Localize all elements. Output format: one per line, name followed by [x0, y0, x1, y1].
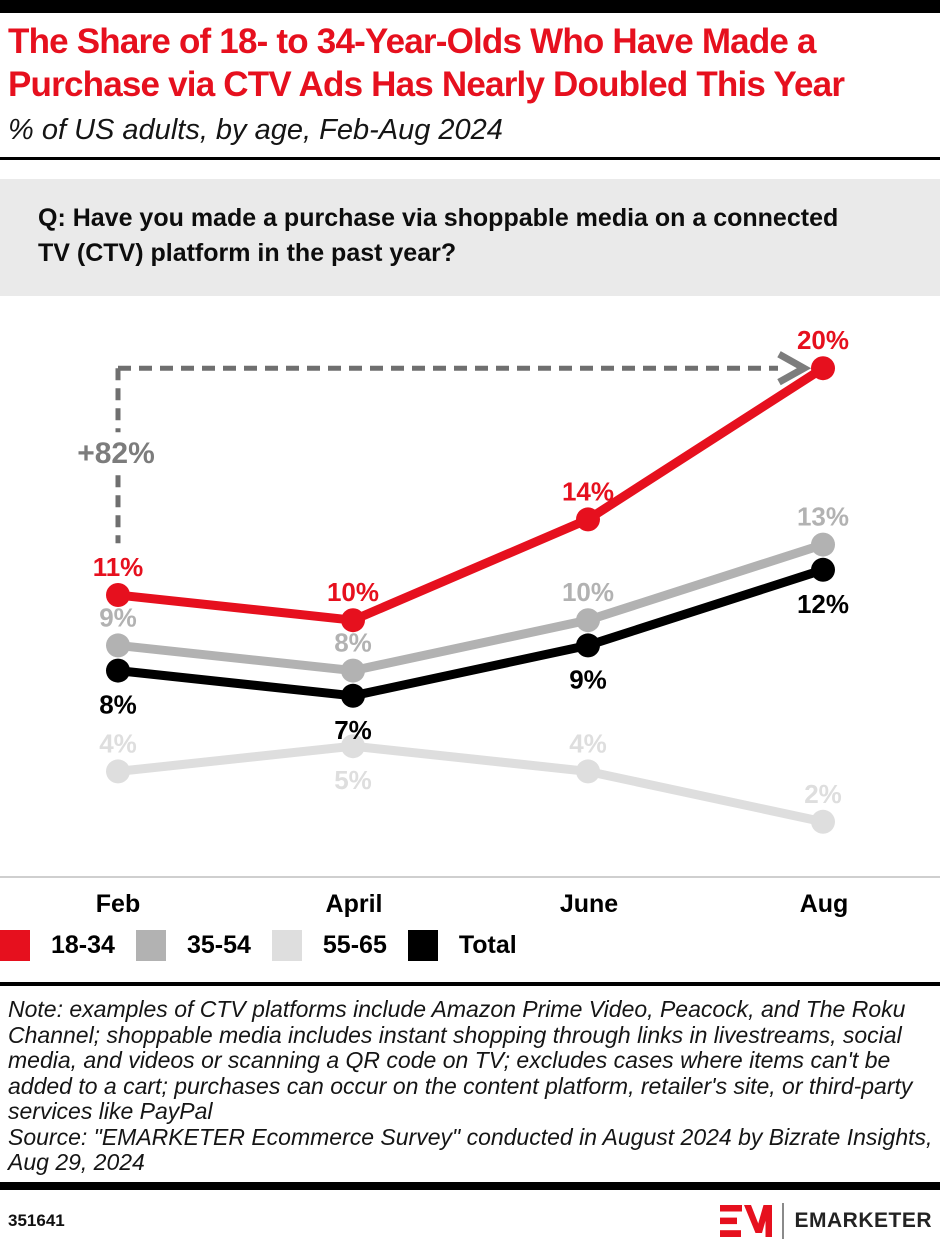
data-point: [811, 356, 835, 381]
page-title-line2: Purchase via CTV Ads Has Nearly Doubled …: [8, 65, 845, 104]
top-black-bar: [0, 0, 940, 13]
footnotes: Note: examples of CTV platforms include …: [0, 986, 940, 1176]
data-point: [106, 633, 130, 658]
note-text: Note: examples of CTV platforms include …: [8, 996, 913, 1124]
legend-swatch-55-65: [271, 930, 302, 961]
x-tick-june: June: [559, 890, 619, 918]
data-label: 20%: [797, 325, 849, 355]
footer: 351641 EMARKETER: [0, 1190, 940, 1239]
page-title-line1: The Share of 18- to 34-Year-Olds Who Hav…: [8, 22, 816, 61]
chart-id: 351641: [8, 1210, 65, 1230]
data-label: 4%: [569, 728, 607, 758]
legend-label-total: Total: [458, 931, 517, 959]
logo-separator: [782, 1202, 785, 1239]
brand-name: EMARKETER: [794, 1208, 932, 1232]
notes-top-divider: [0, 982, 940, 986]
data-label: 13%: [797, 502, 849, 532]
growth-annotation: +82%: [77, 351, 812, 544]
data-point: [106, 583, 130, 607]
data-point: [811, 532, 835, 557]
data-label: 14%: [562, 476, 614, 506]
data-label: 10%: [327, 577, 379, 607]
data-point: [811, 557, 835, 582]
survey-question: Q: Have you made a purchase via shoppabl…: [38, 201, 858, 271]
x-tick-feb: Feb: [95, 890, 141, 918]
data-point: [106, 759, 130, 784]
survey-question-line2: TV (CTV) platform in the past year?: [38, 239, 457, 267]
annotation-label: +82%: [77, 437, 155, 470]
legend-label-35-54: 35-54: [186, 931, 251, 959]
page-subtitle: % of US adults, by age, Feb-Aug 2024: [8, 114, 503, 146]
data-label: 9%: [569, 664, 607, 694]
data-point: [576, 759, 600, 784]
data-label: 8%: [99, 690, 137, 720]
data-point: [576, 608, 600, 633]
data-point: [811, 809, 835, 834]
data-label: 10%: [562, 577, 614, 607]
x-tick-aug: Aug: [799, 890, 849, 918]
data-label: 9%: [99, 602, 137, 632]
data-point: [341, 683, 365, 708]
x-tick-april: April: [325, 890, 383, 918]
data-point: [106, 658, 130, 683]
legend-swatch-35-54: [135, 930, 166, 961]
page-title: The Share of 18- to 34-Year-Olds Who Hav…: [8, 20, 932, 106]
header-divider: [0, 157, 940, 160]
data-label: 8%: [334, 628, 372, 658]
data-label: 12%: [797, 589, 849, 619]
data-label: 4%: [99, 728, 137, 758]
question-box: Q: Have you made a purchase via shoppabl…: [0, 179, 940, 296]
data-label: 11%: [93, 552, 144, 582]
emarketer-logo-mark-icon: [720, 1204, 773, 1237]
footer-divider: [0, 1181, 940, 1190]
series-18-34: 11% 10% 14% 20%: [93, 325, 849, 633]
data-label: 7%: [334, 715, 372, 745]
series-Total: 8% 7% 9% 12%: [99, 557, 849, 745]
data-point: [576, 507, 600, 532]
data-point: [341, 734, 365, 759]
line-chart: +82% 4% 5% 4% 2% 9% 8% 10% 13% 8% 7% 9% 12% 11% 10% 14%…: [0, 325, 940, 878]
legend-swatch-18-34: [0, 930, 30, 961]
legend-label-18-34: 18-34: [51, 931, 115, 959]
series-35-54: 9% 8% 10% 13%: [99, 502, 849, 683]
series-55-65: 4% 5% 4% 2%: [99, 728, 842, 834]
chart-legend: 18-34 35-54 55-65 Total: [0, 930, 940, 961]
legend-label-55-65: 55-65: [322, 931, 387, 959]
data-label: 5%: [334, 765, 372, 795]
legend-swatch-total: [407, 930, 438, 961]
chart-area: +82% 4% 5% 4% 2% 9% 8% 10% 13% 8% 7% 9% 12% 11% 10% 14%…: [0, 305, 940, 880]
survey-question-line1: Q: Have you made a purchase via shoppabl…: [38, 204, 839, 232]
data-point: [576, 633, 600, 658]
emarketer-logo: EMARKETER: [720, 1202, 932, 1239]
source-text: Source: "EMARKETER Ecommerce Survey" con…: [8, 1123, 933, 1175]
x-axis-labels: Feb April June Aug: [0, 880, 940, 927]
data-label: 2%: [804, 779, 842, 809]
header: The Share of 18- to 34-Year-Olds Who Hav…: [0, 13, 940, 149]
data-point: [341, 608, 365, 633]
data-point: [341, 658, 365, 683]
